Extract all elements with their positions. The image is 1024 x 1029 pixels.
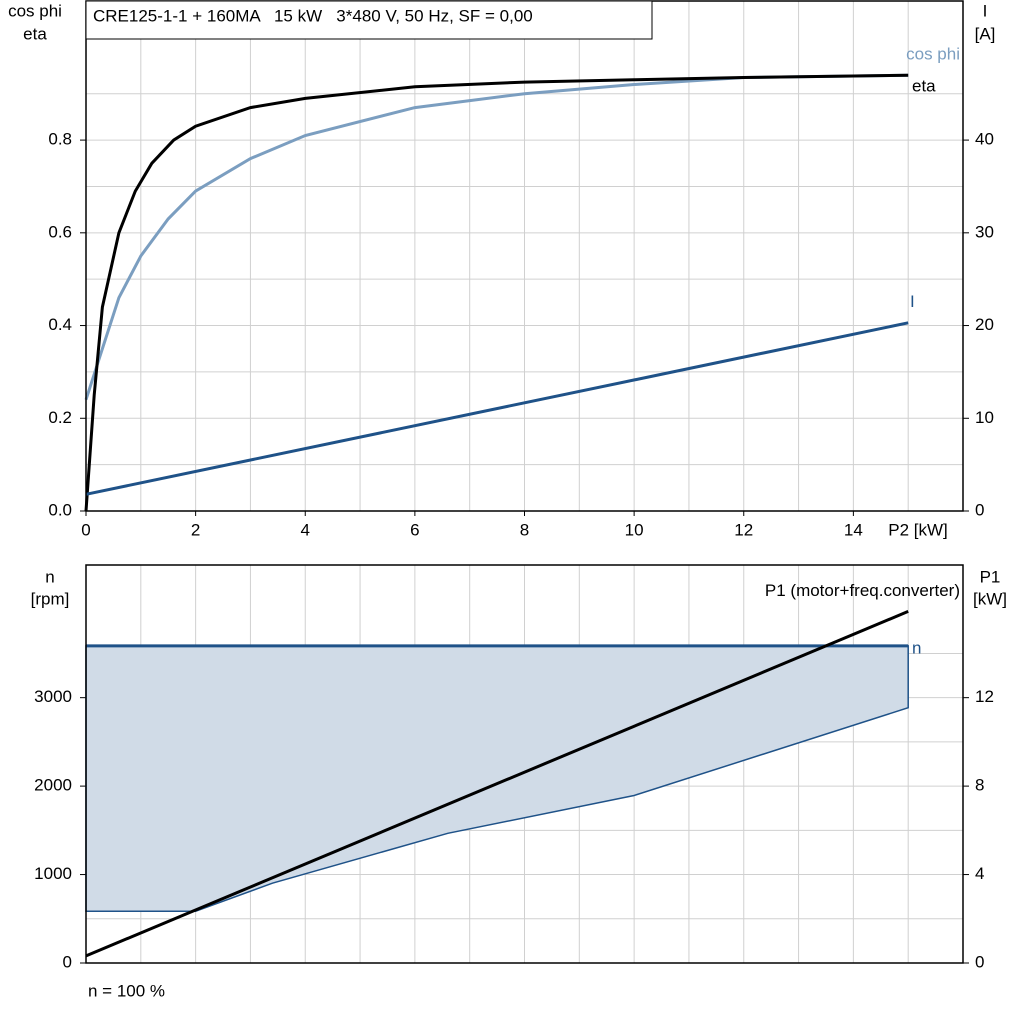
- y-tick-label: 0.2: [48, 408, 72, 427]
- y2-tick-label: 0: [975, 952, 984, 971]
- note: n = 100 %: [88, 981, 165, 1000]
- x-tick-label: 2: [191, 520, 200, 539]
- y-tick-label: 0.4: [48, 315, 72, 334]
- y2-tick-label: 0: [975, 500, 984, 519]
- y-tick-label: 0.0: [48, 500, 72, 519]
- series-label: cos phi: [906, 45, 960, 64]
- title-box: [85, 0, 653, 40]
- y2-tick-label: 4: [975, 864, 984, 883]
- line-series: [84, 73, 909, 401]
- y2-tick-label: 30: [975, 222, 994, 241]
- x-tick-label: 14: [844, 520, 863, 539]
- y-axis-label: cos phi: [8, 1, 62, 20]
- plot-frame: [85, 564, 964, 964]
- y-tick-label: 0.6: [48, 222, 72, 241]
- x-tick-label: 6: [410, 520, 419, 539]
- x-tick-label: 0: [81, 520, 90, 539]
- y-axis-label: eta: [23, 24, 47, 43]
- x-tick-label: 4: [301, 520, 310, 539]
- x-tick-label: 12: [734, 520, 753, 539]
- y-tick-label: 3000: [34, 687, 72, 706]
- y-tick-label: 0: [63, 952, 72, 971]
- y2-tick-label: 20: [975, 315, 994, 334]
- series-label: n: [912, 638, 921, 657]
- line-series: [84, 73, 909, 512]
- series-label: P1 (motor+freq.converter): [765, 581, 960, 600]
- y-tick-label: 0.8: [48, 130, 72, 149]
- x-axis-label: P2 [kW]: [888, 520, 948, 539]
- line-series: [85, 610, 909, 958]
- line-series: [85, 321, 909, 496]
- y-axis-label: n: [45, 567, 54, 586]
- chart-title: CRE125-1-1 + 160MA 15 kW 3*480 V, 50 Hz,…: [93, 6, 533, 25]
- series-label: I: [910, 292, 915, 311]
- y2-tick-label: 40: [975, 130, 994, 149]
- x-tick-label: 10: [625, 520, 644, 539]
- y-axis-label: [rpm]: [31, 589, 70, 608]
- y2-axis-label: P1: [980, 567, 1001, 586]
- y-tick-label: 1000: [34, 864, 72, 883]
- x-tick-label: 8: [520, 520, 529, 539]
- series-label: eta: [912, 77, 936, 96]
- y2-axis-label: [A]: [975, 24, 996, 43]
- y2-axis-label: I: [983, 1, 988, 20]
- y2-tick-label: 12: [975, 687, 994, 706]
- y2-tick-label: 8: [975, 776, 984, 795]
- y2-axis-label: [kW]: [973, 589, 1007, 608]
- y-tick-label: 2000: [34, 776, 72, 795]
- y2-tick-label: 10: [975, 408, 994, 427]
